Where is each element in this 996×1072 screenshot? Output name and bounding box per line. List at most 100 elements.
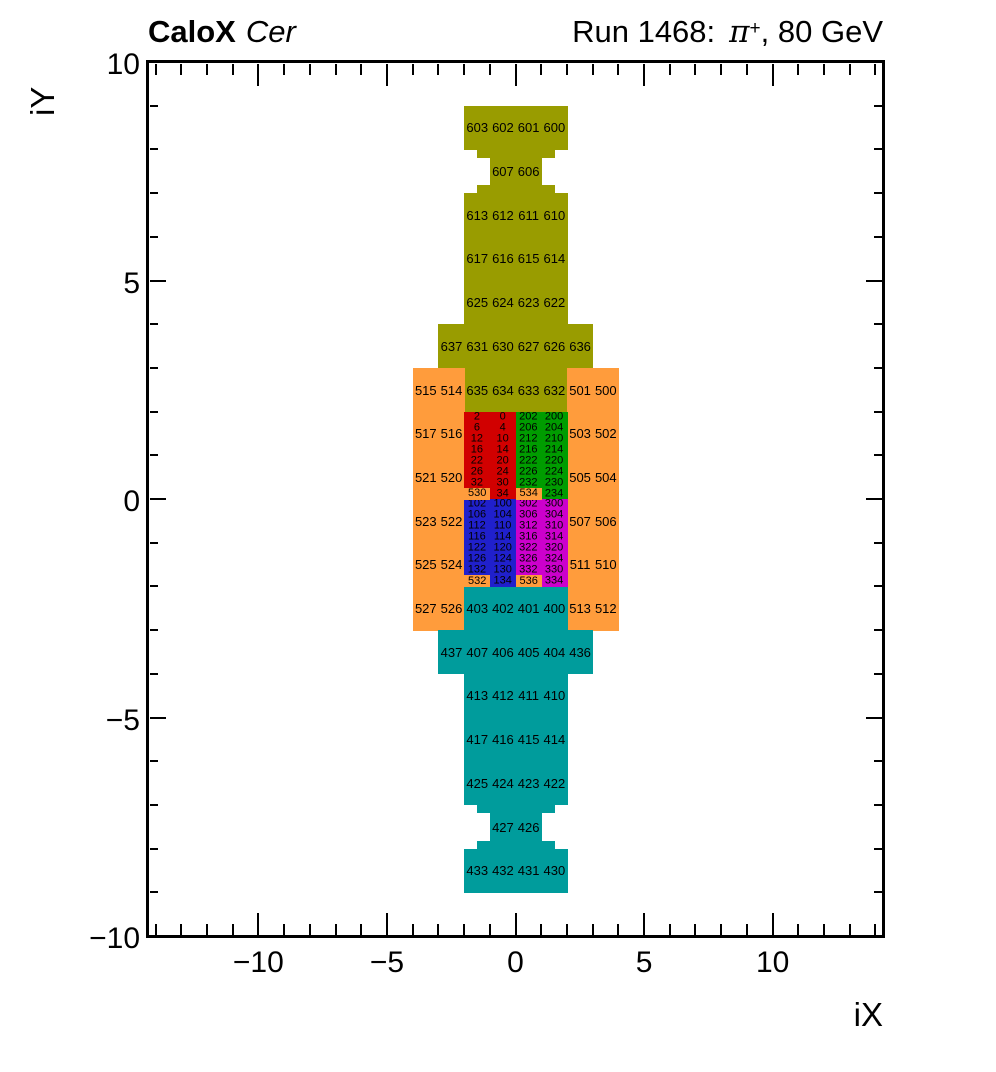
map-cell-536: 536 [515,575,542,587]
map-cell-521: 521 [412,455,439,500]
map-cell-614: 614 [541,236,568,282]
channel-label-212: 212 [519,432,538,445]
shape-tab [541,149,555,158]
x-tick [797,923,800,935]
x-tick-top [411,63,414,75]
map-cell-636: 636 [566,324,594,369]
map-cell-431: 431 [515,848,542,893]
map-cell-412: 412 [489,673,517,719]
y-tick [149,104,158,107]
channel-label-332: 332 [519,563,538,576]
map-cell-602: 602 [489,105,517,150]
map-cell-622: 622 [541,280,568,325]
run-label: Run 1468: [572,14,716,49]
map-cell-514: 514 [438,367,465,413]
x-axis-title: iX [853,996,883,1033]
map-cell-502: 502 [592,411,619,456]
channel-label-12: 12 [470,432,484,445]
channel-label-304: 304 [544,508,564,521]
map-cell-413: 413 [464,673,491,719]
x-tick [617,923,620,935]
map-cell-503: 503 [566,411,594,456]
map-cell-615: 615 [515,236,542,282]
shape-tab [541,840,555,850]
map-cell-504: 504 [592,455,619,500]
map-cell-400: 400 [541,586,568,631]
map-cell-432: 432 [489,848,517,893]
x-tick-top [257,63,260,86]
map-cell-430: 430 [541,848,568,893]
y-tick-right [865,498,882,500]
channel-label-22: 22 [470,454,484,467]
map-cell-530: 530 [464,488,491,500]
channel-label-2: 2 [473,410,480,423]
y-tick-right [873,235,882,238]
x-tick-label-0: 0 [507,946,524,979]
channel-label-330: 330 [544,563,564,576]
channel-label-216: 216 [519,443,538,456]
channel-label-130: 130 [493,563,512,576]
shape-tab [476,804,491,814]
channel-label-224: 224 [544,465,564,478]
channel-label-324: 324 [544,552,564,565]
y-tick [149,585,158,588]
channel-label-104: 104 [493,508,512,521]
map-cell-532: 532 [464,575,491,587]
x-tick [154,923,157,935]
x-tick-label--5: −5 [369,946,405,979]
map-cell-512: 512 [592,586,619,631]
channel-label-316: 316 [519,530,538,543]
x-tick-top [514,63,517,86]
x-tick-top [823,63,826,75]
map-cell-522: 522 [438,499,465,544]
map-cell-424: 424 [489,761,517,806]
map-cell-517: 517 [412,411,439,456]
x-tick-top [643,63,646,86]
map-cell-635: 635 [464,367,491,413]
y-tick [149,148,158,151]
y-tick [149,629,158,632]
x-tick [745,923,748,935]
x-tick [360,923,363,935]
channel-label-202: 202 [519,410,538,423]
channel-label-100: 100 [493,497,512,510]
channel-label-306: 306 [519,508,538,521]
x-tick-top [205,63,208,75]
map-cell-633: 633 [515,367,542,413]
map-cell-436: 436 [566,630,594,675]
plot-title-right: Run 1468: π+, 80 GeV [400,14,883,50]
y-tick [149,891,158,894]
y-tick [149,410,158,413]
x-tick-label--10: −10 [232,946,284,979]
channel-label-206: 206 [519,421,538,434]
map-cell-606: 606 [515,149,542,194]
y-tick-right [873,847,882,850]
detector-name: Cer [245,14,296,49]
y-tick-right [873,148,882,151]
fine-block-green [515,411,568,500]
y-tick-right [873,104,882,107]
y-tick [149,279,166,282]
y-tick [149,541,158,544]
channel-label-310: 310 [544,519,564,532]
map-cell-513: 513 [566,586,594,631]
map-cell-501: 501 [566,367,594,413]
x-tick [463,923,466,935]
map-cell-407: 407 [464,630,491,675]
x-tick-top [231,63,234,75]
map-cell-404: 404 [541,630,568,675]
y-tick-right [873,454,882,457]
experiment-name: CaloX [148,14,236,49]
map-cell-525: 525 [412,542,439,587]
map-cell-600: 600 [541,105,568,150]
channel-label-220: 220 [544,454,564,467]
channel-label-326: 326 [519,552,538,565]
channel-label-312: 312 [519,519,538,532]
map-cell-425: 425 [464,761,491,806]
y-tick-right [865,61,882,63]
channel-label-112: 112 [468,519,486,532]
map-cell-630: 630 [489,324,517,369]
x-tick-top [154,63,157,75]
channel-label-26: 26 [470,465,484,478]
y-tick [149,235,158,238]
